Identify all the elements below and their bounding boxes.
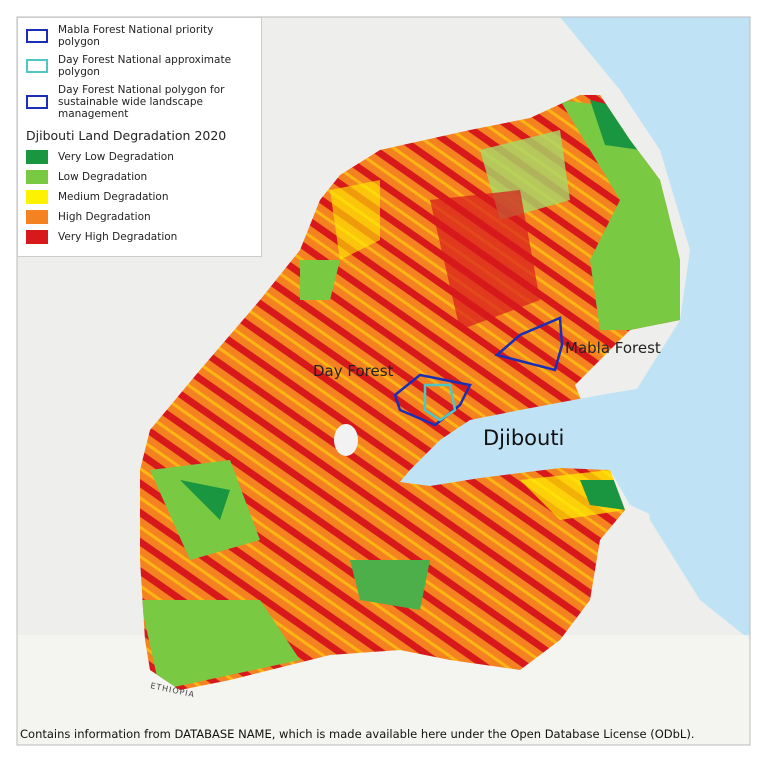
map-label: Mabla Forest bbox=[565, 339, 661, 357]
legend-item: Very High Degradation bbox=[26, 230, 253, 244]
legend-title: Djibouti Land Degradation 2020 bbox=[26, 128, 227, 143]
legend: Mabla Forest National priority polygon D… bbox=[17, 17, 262, 257]
map-label: Day Forest bbox=[313, 362, 394, 380]
legend-label: Very High Degradation bbox=[58, 231, 178, 243]
legend-item: Low Degradation bbox=[26, 170, 253, 184]
legend-label: Day Forest National approximate polygon bbox=[58, 54, 232, 78]
day-approx-polygon bbox=[423, 383, 457, 422]
map-label: Djibouti bbox=[483, 426, 564, 450]
gulf bbox=[400, 370, 750, 560]
legend-label: High Degradation bbox=[58, 211, 151, 223]
legend-item: Day Forest National polygon for sustaina… bbox=[26, 84, 253, 120]
mabla-polygon bbox=[494, 316, 564, 372]
day-landscape-polygon bbox=[393, 373, 472, 427]
legend-label: Medium Degradation bbox=[58, 191, 169, 203]
legend-item: Very Low Degradation bbox=[26, 150, 253, 164]
map-frame bbox=[16, 16, 751, 746]
map-fade bbox=[17, 635, 750, 745]
lake bbox=[334, 424, 358, 456]
legend-item: High Degradation bbox=[26, 210, 253, 224]
legend-item: Mabla Forest National priority polygon bbox=[26, 24, 253, 48]
legend-label: Mabla Forest National priority polygon bbox=[58, 24, 214, 48]
legend-label: Very Low Degradation bbox=[58, 151, 174, 163]
legend-item: Day Forest National approximate polygon bbox=[26, 54, 253, 78]
legend-label: Low Degradation bbox=[58, 171, 148, 183]
legend-label: Day Forest National polygon for sustaina… bbox=[58, 84, 225, 120]
attribution: Contains information from DATABASE NAME,… bbox=[20, 727, 695, 741]
legend-item: Medium Degradation bbox=[26, 190, 253, 204]
